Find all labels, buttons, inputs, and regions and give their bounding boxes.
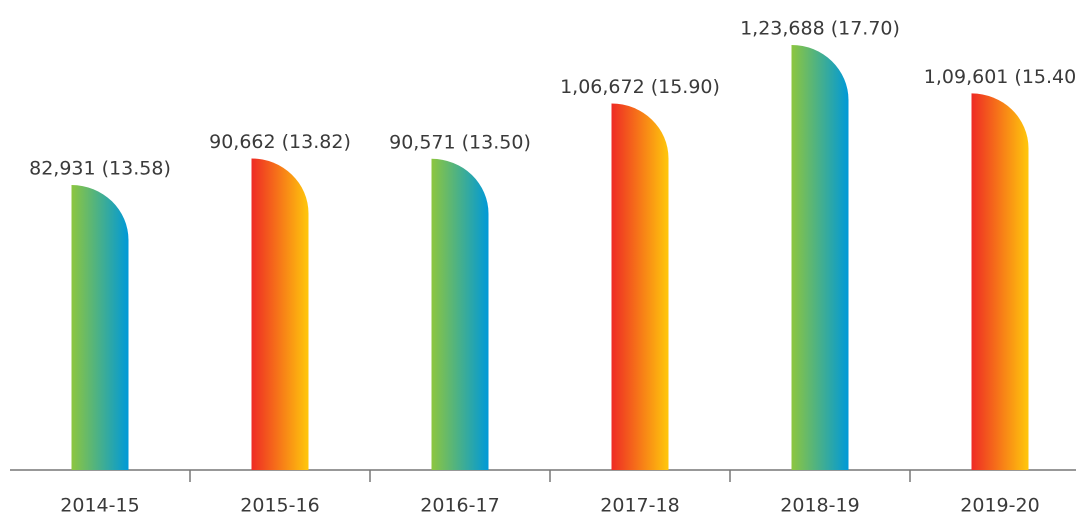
bar — [251, 158, 309, 470]
data-label: 1,23,688 (17.70) — [740, 18, 900, 40]
bar — [71, 185, 129, 470]
data-label: 90,571 (13.50) — [389, 131, 531, 153]
x-tick-label: 2018-19 — [780, 495, 859, 517]
bar — [971, 93, 1029, 471]
bar — [611, 103, 669, 470]
x-tick-label: 2016-17 — [420, 495, 499, 517]
x-tick-label: 2015-16 — [240, 495, 319, 517]
bar — [431, 158, 489, 470]
data-label: 1,06,672 (15.90) — [560, 76, 720, 98]
bar — [791, 45, 849, 470]
data-label: 1,09,601 (15.40 — [924, 66, 1076, 88]
x-tick-label: 2017-18 — [600, 495, 679, 517]
data-label: 82,931 (13.58) — [29, 158, 171, 180]
x-tick-label: 2019-20 — [960, 495, 1039, 517]
x-tick-label: 2014-15 — [60, 495, 139, 517]
data-label: 90,662 (13.82) — [209, 131, 351, 153]
